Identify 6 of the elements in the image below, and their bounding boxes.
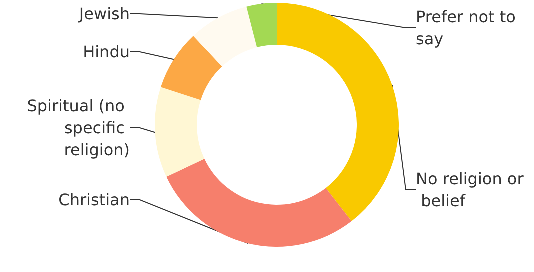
slice-label: Christian xyxy=(58,190,130,210)
slice-label: Prefer not to say xyxy=(416,8,522,48)
slice-label: Jewish xyxy=(78,4,130,24)
slice-label: No religion or belief xyxy=(416,170,524,210)
slice-label: Hindu xyxy=(83,42,130,62)
slice-label: Spiritual (no specific religion) xyxy=(27,96,130,160)
